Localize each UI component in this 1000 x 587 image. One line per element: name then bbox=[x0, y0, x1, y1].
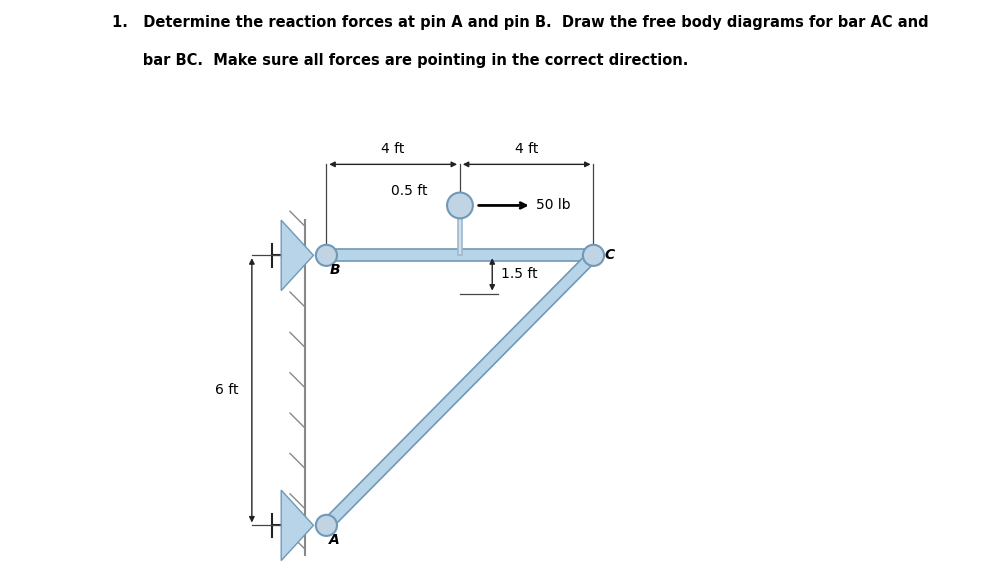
Polygon shape bbox=[322, 251, 598, 529]
Text: 6 ft: 6 ft bbox=[215, 383, 239, 397]
Text: 50 lb: 50 lb bbox=[536, 198, 571, 212]
Polygon shape bbox=[458, 218, 462, 255]
Text: 1.   Determine the reaction forces at pin A and pin B.  Draw the free body diagr: 1. Determine the reaction forces at pin … bbox=[112, 15, 929, 30]
Text: 4 ft: 4 ft bbox=[381, 141, 405, 156]
Text: 4 ft: 4 ft bbox=[515, 141, 538, 156]
Circle shape bbox=[316, 245, 337, 266]
Text: 1.5 ft: 1.5 ft bbox=[501, 268, 538, 281]
Polygon shape bbox=[326, 249, 593, 261]
Circle shape bbox=[316, 515, 337, 536]
Text: B: B bbox=[329, 263, 340, 277]
Polygon shape bbox=[281, 490, 313, 561]
Text: C: C bbox=[604, 248, 614, 262]
Text: 0.5 ft: 0.5 ft bbox=[391, 184, 428, 198]
Circle shape bbox=[447, 193, 473, 218]
Text: bar BC.  Make sure all forces are pointing in the correct direction.: bar BC. Make sure all forces are pointin… bbox=[112, 53, 689, 68]
Polygon shape bbox=[281, 220, 313, 291]
Circle shape bbox=[583, 245, 604, 266]
Text: A: A bbox=[329, 533, 340, 547]
